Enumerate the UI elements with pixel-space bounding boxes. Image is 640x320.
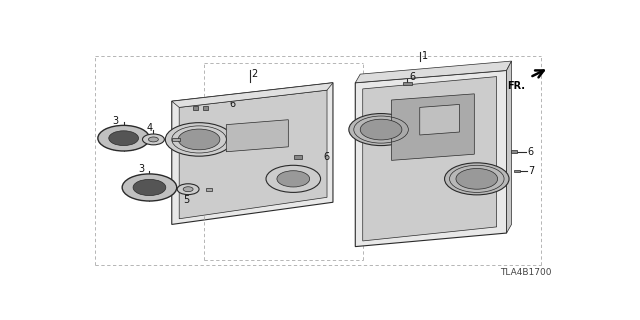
Polygon shape	[355, 70, 507, 247]
Text: 2: 2	[252, 68, 258, 79]
Polygon shape	[172, 83, 333, 224]
Text: 3: 3	[138, 164, 145, 174]
Circle shape	[445, 163, 509, 195]
Polygon shape	[227, 120, 288, 152]
Text: TLA4B1700: TLA4B1700	[500, 268, 551, 277]
Polygon shape	[420, 104, 460, 135]
Circle shape	[165, 123, 233, 156]
Text: 6: 6	[230, 99, 236, 109]
Polygon shape	[392, 94, 474, 160]
Text: 3: 3	[112, 116, 118, 126]
Circle shape	[143, 134, 164, 145]
Circle shape	[148, 137, 158, 142]
Text: 6: 6	[410, 72, 415, 82]
Circle shape	[98, 125, 150, 151]
FancyBboxPatch shape	[294, 155, 302, 159]
Circle shape	[456, 169, 498, 189]
Polygon shape	[179, 90, 327, 219]
Circle shape	[122, 174, 177, 201]
Polygon shape	[355, 61, 511, 83]
Circle shape	[133, 179, 166, 196]
Circle shape	[360, 119, 402, 140]
Polygon shape	[172, 83, 333, 108]
FancyBboxPatch shape	[203, 106, 208, 110]
FancyBboxPatch shape	[193, 106, 198, 110]
Circle shape	[177, 184, 199, 195]
Polygon shape	[363, 76, 497, 241]
FancyBboxPatch shape	[206, 188, 212, 191]
Circle shape	[266, 165, 321, 192]
FancyBboxPatch shape	[515, 170, 520, 172]
Text: 1: 1	[422, 51, 428, 61]
Text: 6: 6	[323, 152, 329, 162]
FancyBboxPatch shape	[172, 138, 180, 141]
Circle shape	[178, 129, 220, 150]
Text: 6: 6	[527, 147, 534, 157]
FancyBboxPatch shape	[511, 150, 518, 154]
Text: 7: 7	[529, 166, 534, 176]
Circle shape	[349, 114, 413, 146]
Circle shape	[277, 171, 310, 187]
Circle shape	[109, 131, 138, 146]
Polygon shape	[507, 61, 511, 233]
Text: FR.: FR.	[507, 81, 525, 91]
Circle shape	[183, 187, 193, 192]
Text: 5: 5	[183, 195, 189, 205]
FancyBboxPatch shape	[403, 82, 412, 85]
Text: 4: 4	[147, 123, 153, 133]
